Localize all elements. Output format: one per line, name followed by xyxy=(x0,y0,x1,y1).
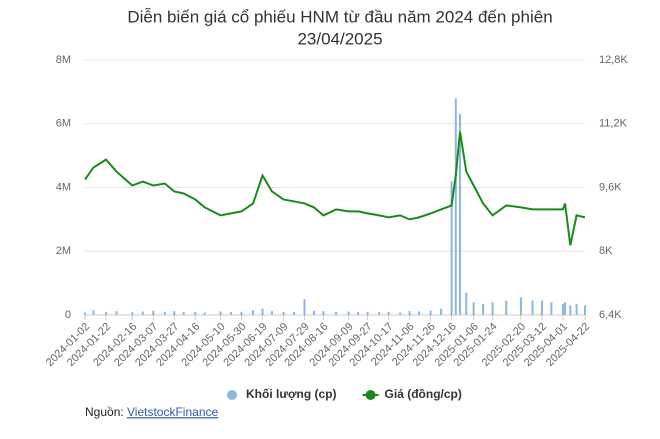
source-link[interactable]: VietstockFinance xyxy=(127,405,218,419)
volume-bar xyxy=(115,311,118,315)
volume-bar xyxy=(564,302,567,315)
volume-bar xyxy=(347,311,350,315)
volume-bar xyxy=(408,311,411,315)
volume-bar xyxy=(131,312,134,315)
y-tick-label: 2M xyxy=(56,245,71,257)
volume-bar xyxy=(399,312,402,315)
y-tick-label: 4M xyxy=(56,181,71,193)
legend-swatch xyxy=(227,390,237,400)
volume-bar xyxy=(270,311,273,315)
volume-bar xyxy=(561,303,564,315)
volume-bar xyxy=(182,312,185,315)
volume-bar xyxy=(491,302,494,315)
volume-bar xyxy=(141,311,144,315)
volume-bar xyxy=(575,303,578,315)
volume-bar xyxy=(459,114,461,315)
volume-bar xyxy=(378,312,381,315)
volume-bar xyxy=(240,311,243,315)
volume-bar xyxy=(357,312,360,315)
volume-bar xyxy=(465,292,468,315)
legend-swatch xyxy=(365,390,376,400)
volume-bar xyxy=(440,308,443,315)
chart-title: 23/04/2025 xyxy=(297,29,382,48)
volume-bar xyxy=(163,311,166,315)
y2-tick-label: 11,2K xyxy=(599,118,628,130)
volume-bar xyxy=(418,311,421,315)
volume-bar xyxy=(293,312,296,315)
volume-bar xyxy=(550,302,553,315)
legend-label: Khối lượng (cp) xyxy=(246,387,337,401)
volume-bar xyxy=(584,305,586,315)
chart-title: Diễn biến giá cổ phiếu HNM từ đầu năm 20… xyxy=(127,7,552,26)
y-tick-label: 0 xyxy=(65,309,71,321)
volume-bar xyxy=(84,312,86,315)
volume-bar xyxy=(252,310,255,315)
volume-bar xyxy=(261,308,264,315)
y2-tick-label: 8K xyxy=(599,245,613,257)
volume-bar xyxy=(335,311,338,315)
y2-tick-label: 9,6K xyxy=(599,181,622,193)
volume-bar xyxy=(366,311,369,315)
source-label: Nguồn: xyxy=(85,405,124,419)
volume-bar xyxy=(454,98,457,315)
volume-bar xyxy=(303,299,306,315)
legend-item: Giá (đồng/cp) xyxy=(362,387,462,401)
volume-bar xyxy=(203,312,206,315)
y2-tick-label: 12,8K xyxy=(599,54,628,66)
legend-label: Giá (đồng/cp) xyxy=(385,387,462,401)
volume-bar xyxy=(472,302,475,315)
volume-bar xyxy=(322,311,325,315)
volume-bar xyxy=(173,311,176,315)
volume-bar xyxy=(92,310,95,315)
volume-bar xyxy=(450,181,453,315)
volume-bar xyxy=(429,310,432,315)
volume-bar xyxy=(219,311,222,315)
legend-item: Khối lượng (cp) xyxy=(227,387,337,401)
volume-bar xyxy=(531,300,534,315)
price-line xyxy=(84,131,586,246)
y-tick-label: 8M xyxy=(56,54,71,66)
volume-bar xyxy=(569,305,572,315)
volume-bar xyxy=(482,303,485,315)
volume-bar xyxy=(194,311,197,315)
volume-bar xyxy=(519,297,522,315)
volume-bar xyxy=(387,311,390,315)
volume-bar xyxy=(505,300,508,315)
volume-bar xyxy=(540,300,543,315)
y-tick-label: 6M xyxy=(56,118,71,130)
volume-bar xyxy=(152,310,155,315)
volume-bar xyxy=(282,311,285,315)
y2-tick-label: 6,4K xyxy=(599,309,622,321)
volume-bar xyxy=(312,310,315,315)
volume-bar xyxy=(230,312,233,315)
volume-bar xyxy=(105,311,108,315)
